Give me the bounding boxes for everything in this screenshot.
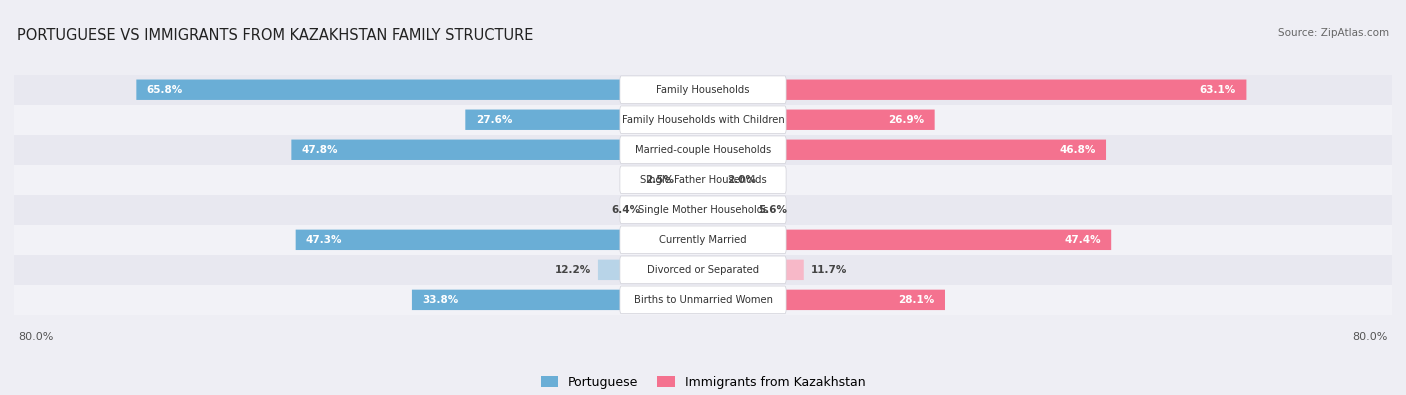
Text: Family Households: Family Households (657, 85, 749, 95)
Text: 11.7%: 11.7% (811, 265, 846, 275)
Text: 65.8%: 65.8% (146, 85, 183, 95)
FancyBboxPatch shape (14, 285, 1392, 315)
FancyBboxPatch shape (295, 229, 703, 250)
FancyBboxPatch shape (465, 109, 703, 130)
FancyBboxPatch shape (412, 290, 703, 310)
Text: 27.6%: 27.6% (475, 115, 512, 125)
Text: 5.6%: 5.6% (758, 205, 787, 215)
FancyBboxPatch shape (136, 79, 703, 100)
Text: 46.8%: 46.8% (1059, 145, 1095, 155)
Text: Births to Unmarried Women: Births to Unmarried Women (634, 295, 772, 305)
Text: 47.8%: 47.8% (302, 145, 339, 155)
Text: PORTUGUESE VS IMMIGRANTS FROM KAZAKHSTAN FAMILY STRUCTURE: PORTUGUESE VS IMMIGRANTS FROM KAZAKHSTAN… (17, 28, 533, 43)
Text: 63.1%: 63.1% (1199, 85, 1236, 95)
FancyBboxPatch shape (14, 195, 1392, 225)
Text: 28.1%: 28.1% (898, 295, 935, 305)
FancyBboxPatch shape (14, 105, 1392, 135)
FancyBboxPatch shape (620, 166, 786, 194)
FancyBboxPatch shape (14, 135, 1392, 165)
FancyBboxPatch shape (598, 260, 703, 280)
FancyBboxPatch shape (291, 139, 703, 160)
FancyBboxPatch shape (703, 199, 751, 220)
FancyBboxPatch shape (620, 196, 786, 224)
FancyBboxPatch shape (682, 169, 703, 190)
Text: 26.9%: 26.9% (889, 115, 924, 125)
FancyBboxPatch shape (620, 286, 786, 314)
FancyBboxPatch shape (620, 136, 786, 164)
FancyBboxPatch shape (14, 165, 1392, 195)
FancyBboxPatch shape (703, 260, 804, 280)
Text: Single Father Households: Single Father Households (640, 175, 766, 185)
Legend: Portuguese, Immigrants from Kazakhstan: Portuguese, Immigrants from Kazakhstan (534, 370, 872, 395)
FancyBboxPatch shape (620, 76, 786, 103)
Text: 47.3%: 47.3% (307, 235, 343, 245)
FancyBboxPatch shape (703, 169, 720, 190)
Text: 2.0%: 2.0% (727, 175, 756, 185)
FancyBboxPatch shape (620, 106, 786, 134)
Text: 6.4%: 6.4% (612, 205, 641, 215)
Text: 80.0%: 80.0% (1353, 332, 1388, 342)
FancyBboxPatch shape (703, 290, 945, 310)
Text: Source: ZipAtlas.com: Source: ZipAtlas.com (1278, 28, 1389, 38)
FancyBboxPatch shape (14, 255, 1392, 285)
Text: 33.8%: 33.8% (422, 295, 458, 305)
FancyBboxPatch shape (620, 256, 786, 284)
FancyBboxPatch shape (14, 75, 1392, 105)
FancyBboxPatch shape (648, 199, 703, 220)
FancyBboxPatch shape (703, 109, 935, 130)
FancyBboxPatch shape (620, 226, 786, 254)
FancyBboxPatch shape (703, 229, 1111, 250)
Text: Family Households with Children: Family Households with Children (621, 115, 785, 125)
Text: Single Mother Households: Single Mother Households (638, 205, 768, 215)
Text: 12.2%: 12.2% (555, 265, 591, 275)
Text: Married-couple Households: Married-couple Households (636, 145, 770, 155)
Text: 47.4%: 47.4% (1064, 235, 1101, 245)
Text: 2.5%: 2.5% (645, 175, 675, 185)
Text: Divorced or Separated: Divorced or Separated (647, 265, 759, 275)
FancyBboxPatch shape (703, 79, 1246, 100)
Text: 80.0%: 80.0% (18, 332, 53, 342)
Text: Currently Married: Currently Married (659, 235, 747, 245)
FancyBboxPatch shape (703, 139, 1107, 160)
FancyBboxPatch shape (14, 225, 1392, 255)
